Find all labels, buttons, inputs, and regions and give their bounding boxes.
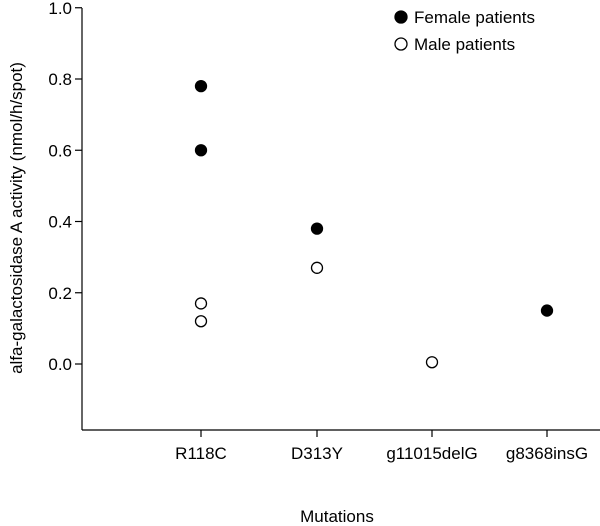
x-axis: R118C D313Y g11015delG g8368insG	[82, 429, 600, 463]
y-tick-label: 1.0	[48, 0, 72, 18]
legend-marker-female	[394, 10, 408, 24]
legend-label: Male patients	[414, 35, 515, 54]
y-axis: 0.0 0.2 0.4 0.6 0.8 1.0	[48, 0, 83, 430]
y-tick-label: 0.2	[48, 284, 72, 303]
female-patient-point	[194, 144, 208, 157]
x-axis-title: Mutations	[300, 507, 374, 526]
y-tick-label: 0.6	[48, 141, 72, 160]
y-tick-label: 0.0	[48, 355, 72, 374]
legend-label: Female patients	[414, 8, 535, 27]
legend: Female patients Male patients	[394, 8, 535, 54]
y-axis-title: alfa-galactosidase A activity (nmol/h/sp…	[7, 62, 26, 374]
female-patient-point	[540, 304, 554, 317]
x-tick-label: D313Y	[291, 444, 343, 463]
y-tick-label: 0.8	[48, 70, 72, 89]
x-tick-label: g11015delG	[386, 444, 477, 463]
legend-marker-male	[394, 37, 408, 51]
x-tick-label: R118C	[175, 444, 227, 463]
female-patient-point	[194, 79, 208, 93]
male-patient-point	[310, 261, 324, 274]
x-tick-label: g8368insG	[506, 444, 588, 463]
female-patient-point	[310, 222, 324, 235]
male-patient-point	[194, 297, 208, 310]
male-patient-point	[425, 356, 439, 369]
y-tick-label: 0.4	[48, 213, 72, 232]
data-points	[194, 79, 554, 369]
male-patient-point	[194, 315, 208, 328]
